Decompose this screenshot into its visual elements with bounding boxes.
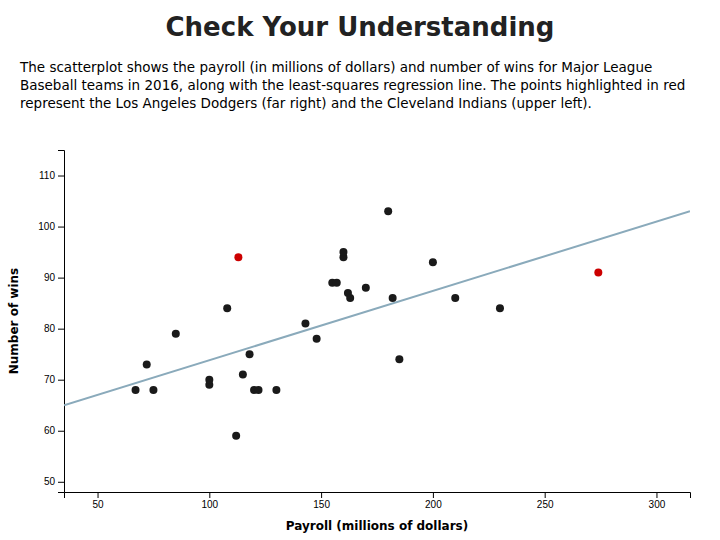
x-tick-label: 100 — [201, 499, 218, 510]
point — [172, 330, 180, 338]
y-tick-mark — [58, 227, 64, 228]
x-tick-mark — [209, 492, 210, 498]
point — [429, 258, 437, 266]
point — [234, 253, 242, 261]
point — [232, 432, 240, 440]
chart: Check Your Understanding The scatterplot … — [0, 0, 720, 540]
y-tick: 110 — [39, 170, 64, 181]
point — [451, 294, 459, 302]
point — [246, 350, 254, 358]
y-tick-label: 60 — [44, 425, 56, 436]
plot: 50 100 150 200 250 300 50 60 70 80 90 100 110 — [38, 151, 690, 511]
y-tick-mark — [58, 329, 64, 330]
y-tick: 100 — [38, 221, 64, 232]
y-tick-label: 80 — [44, 323, 56, 334]
subtitle-line: represent the Los Angeles Dodgers (far r… — [20, 95, 592, 111]
x-axis-title: Payroll (millions of dollars) — [286, 519, 468, 533]
y-axis: 50 60 70 80 90 100 110 — [38, 151, 64, 493]
point — [205, 376, 213, 384]
point — [223, 304, 231, 312]
point — [149, 386, 157, 394]
x-tick: 250 — [537, 492, 554, 510]
point — [143, 360, 151, 368]
y-axis-title: Number of wins — [7, 268, 21, 374]
point — [384, 207, 392, 215]
point — [362, 284, 370, 292]
point-group — [132, 207, 504, 440]
y-tick: 50 — [44, 476, 64, 487]
x-tick-mark — [433, 492, 434, 498]
point — [272, 386, 280, 394]
x-tick-label: 250 — [537, 499, 554, 510]
x-tick-mark — [656, 492, 657, 498]
y-tick-label: 70 — [44, 374, 56, 385]
point — [333, 279, 341, 287]
point — [594, 269, 602, 277]
x-tick-label: 200 — [425, 499, 442, 510]
subtitle: The scatterplot shows the payroll (in mi… — [19, 59, 685, 111]
y-tick-mark — [58, 278, 64, 279]
point — [389, 294, 397, 302]
x-tick: 300 — [649, 492, 666, 510]
x-axis-line — [65, 493, 691, 499]
subtitle-line: The scatterplot shows the payroll (in mi… — [19, 59, 652, 75]
y-tick-label: 110 — [39, 170, 55, 181]
point — [301, 320, 309, 328]
point — [339, 248, 347, 256]
x-tick: 50 — [92, 492, 104, 510]
y-tick: 90 — [44, 272, 64, 283]
x-tick-mark — [321, 492, 322, 498]
point — [239, 371, 247, 379]
y-tick-mark — [58, 482, 64, 483]
y-tick-mark — [58, 431, 64, 432]
point-group — [234, 253, 602, 276]
point — [496, 304, 504, 312]
y-tick: 70 — [44, 374, 64, 385]
x-tick-mark — [98, 492, 99, 498]
x-tick: 200 — [425, 492, 442, 510]
y-tick-label: 90 — [44, 272, 56, 283]
x-tick: 150 — [313, 492, 330, 510]
x-tick: 100 — [201, 492, 218, 510]
point — [255, 386, 263, 394]
y-tick-label: 100 — [38, 221, 55, 232]
y-tick: 80 — [44, 323, 64, 334]
point — [313, 335, 321, 343]
x-tick-mark — [545, 492, 546, 498]
x-tick-label: 50 — [92, 499, 104, 510]
x-axis: 50 100 150 200 250 300 — [65, 492, 691, 510]
point — [395, 355, 403, 363]
y-tick-label: 50 — [44, 476, 56, 487]
x-tick-label: 300 — [649, 499, 666, 510]
y-tick: 60 — [44, 425, 64, 436]
subtitle-line: Baseball teams in 2016, along with the l… — [20, 77, 685, 93]
point — [132, 386, 140, 394]
y-tick-mark — [58, 380, 64, 381]
y-tick-mark — [58, 176, 64, 177]
title: Check Your Understanding — [166, 12, 555, 42]
regression-line — [64, 211, 690, 405]
x-tick-label: 150 — [313, 499, 330, 510]
y-axis-line — [58, 151, 65, 493]
point — [346, 294, 354, 302]
marks — [64, 207, 690, 440]
